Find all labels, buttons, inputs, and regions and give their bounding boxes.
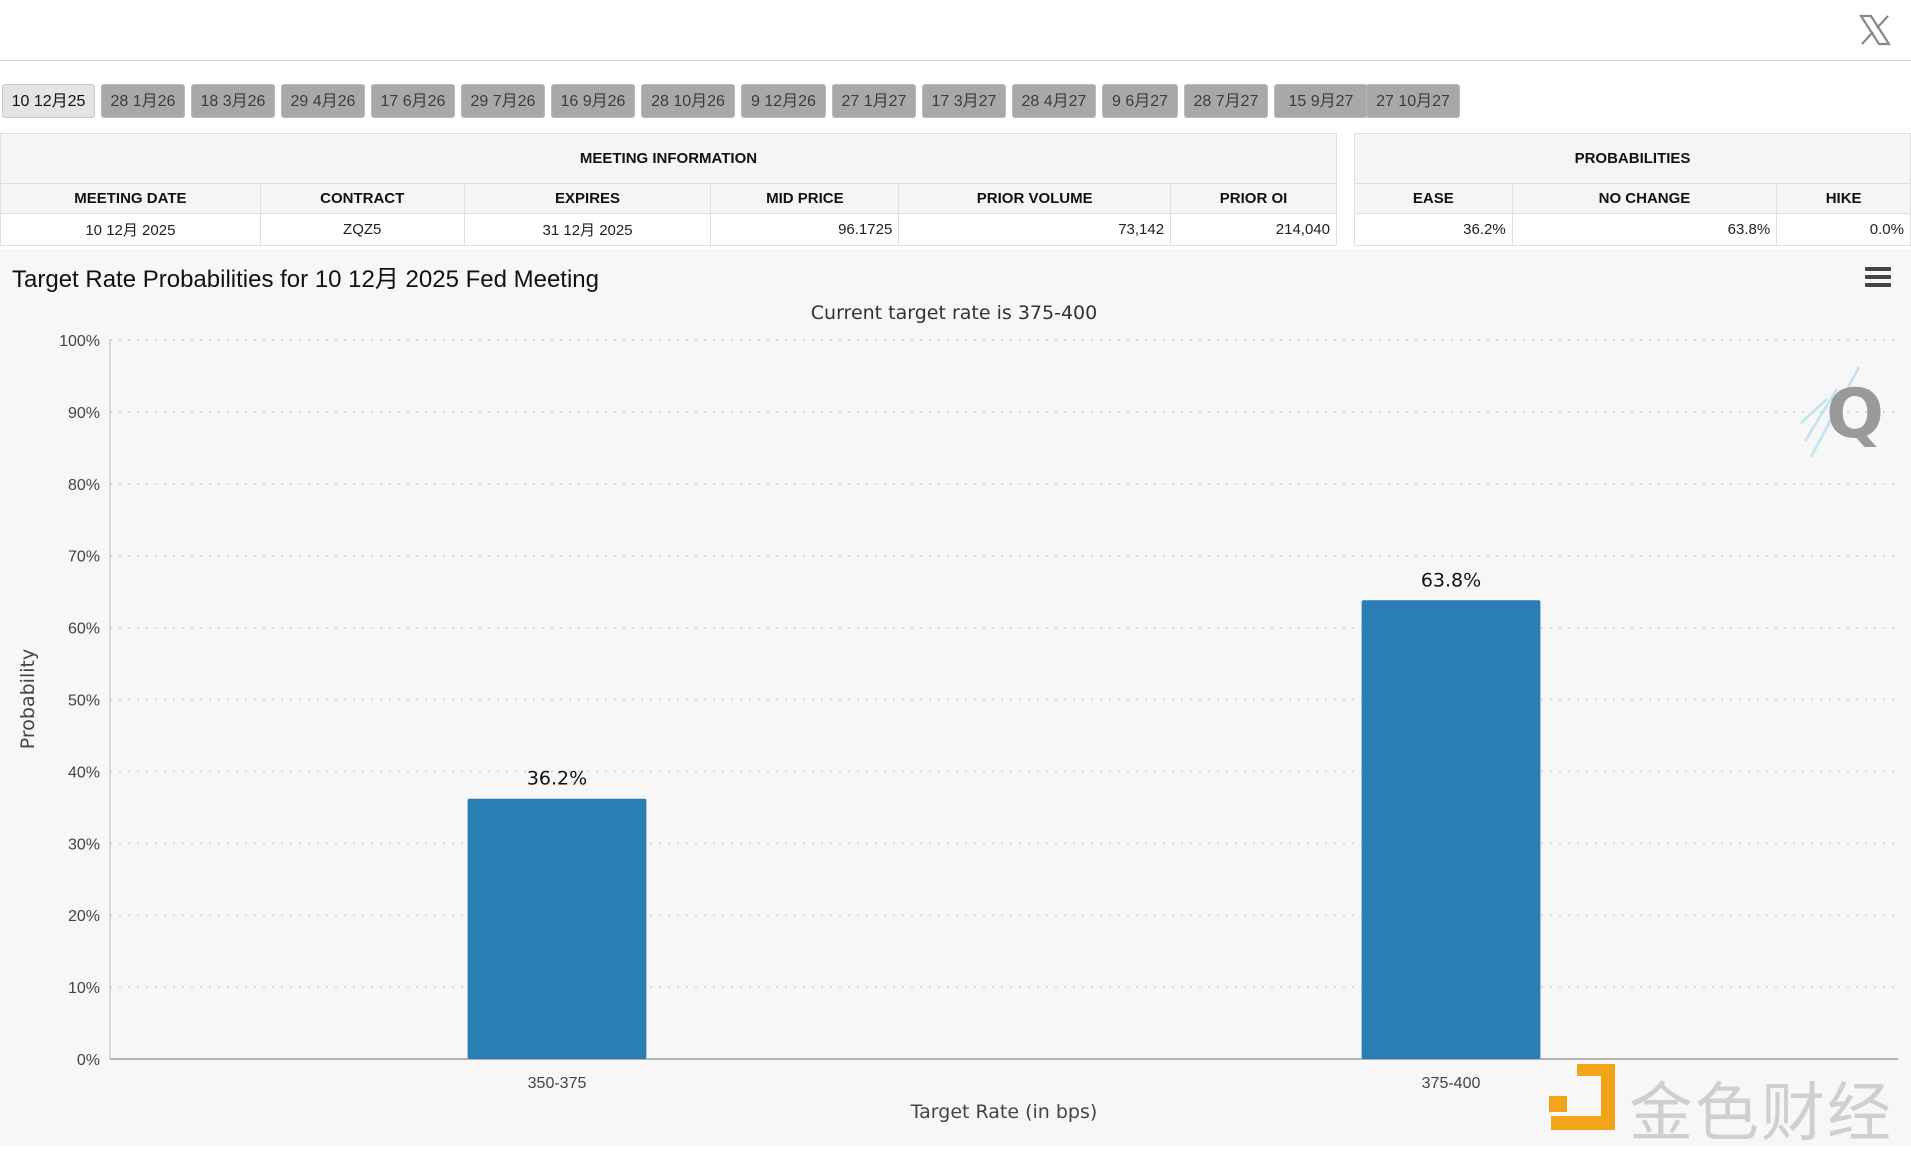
hamburger-menu-icon[interactable] [1865, 267, 1891, 289]
tab-meeting-date[interactable]: 29 7月26 [461, 84, 545, 118]
contract-cell: ZQZ5 [259, 213, 465, 246]
y-tick-label: 30% [68, 836, 100, 853]
table-row: 10 12月 2025 ZQZ5 31 12月 2025 96.1725 73,… [0, 213, 1337, 246]
expires-cell: 31 12月 2025 [463, 213, 712, 246]
y-tick-label: 100% [59, 333, 100, 350]
ease-cell: 36.2% [1354, 213, 1513, 246]
bar-350-375 [467, 798, 647, 1059]
y-tick-label: 40% [68, 764, 100, 781]
tab-meeting-date[interactable]: 29 4月26 [281, 84, 365, 118]
chart-panel: Current target rate is 375-400 0% 10% 20% 30… [0, 249, 1911, 1151]
column-header: MEETING DATE [0, 183, 261, 214]
tab-meeting-date[interactable]: 9 12月26 [741, 84, 826, 118]
data-label: 36.2% [527, 768, 587, 790]
probabilities-table: PROBABILITIES EASE NO CHANGE HIKE 36.2% … [1354, 133, 1911, 246]
chart-title: Target Rate Probabilities for 10 12月 202… [12, 266, 600, 293]
tab-meeting-date[interactable]: 17 3月27 [922, 84, 1006, 118]
column-header: PRIOR OI [1170, 183, 1337, 214]
y-tick-label: 0% [77, 1052, 100, 1069]
data-label: 63.8% [1421, 569, 1481, 591]
probability-bar-chart: Current target rate is 375-400 0% 10% 20% 30… [17, 302, 1898, 1123]
x-tick-label: 350-375 [528, 1075, 587, 1092]
hike-cell: 0.0% [1776, 213, 1911, 246]
y-axis-title: Probability [17, 649, 39, 749]
meeting-information-table: MEETING INFORMATION MEETING DATE CONTRAC… [0, 133, 1337, 246]
tab-meeting-date[interactable]: 9 6月27 [1102, 84, 1178, 118]
y-tick-label: 90% [68, 405, 100, 422]
mid-price-cell: 96.1725 [710, 213, 900, 246]
column-header: HIKE [1776, 183, 1911, 214]
column-header: CONTRACT [259, 183, 465, 214]
chart-subtitle: Current target rate is 375-400 [811, 302, 1097, 324]
y-tick-label: 60% [68, 621, 100, 638]
brand-logo-icon [1549, 1064, 1615, 1130]
no-change-cell: 63.8% [1511, 213, 1778, 246]
tab-meeting-date[interactable]: 27 1月27 [832, 84, 916, 118]
column-header: PRIOR VOLUME [898, 183, 1172, 214]
meeting-date-cell: 10 12月 2025 [0, 213, 261, 246]
top-bar [0, 0, 1911, 61]
table-row: 36.2% 63.8% 0.0% [1354, 213, 1911, 246]
column-header: EASE [1354, 183, 1513, 214]
tab-meeting-date[interactable]: 28 10月26 [641, 84, 735, 118]
column-header: EXPIRES [463, 183, 712, 214]
y-tick-label: 10% [68, 980, 100, 997]
column-header: MID PRICE [710, 183, 900, 214]
x-tick-label: 375-400 [1422, 1075, 1481, 1092]
tab-meeting-date[interactable]: 28 1月26 [101, 84, 185, 118]
y-tick-label: 20% [68, 908, 100, 925]
y-tick-label: 70% [68, 549, 100, 566]
tab-meeting-date[interactable]: 28 4月27 [1012, 84, 1096, 118]
x-axis-title: Target Rate (in bps) [910, 1101, 1098, 1123]
q-watermark-letter: Q [1826, 375, 1884, 454]
column-header: NO CHANGE [1511, 183, 1778, 214]
tab-meeting-date[interactable]: 27 10月27 [1366, 84, 1460, 118]
x-logo-icon[interactable] [1857, 12, 1893, 48]
tab-meeting-date[interactable]: 17 6月26 [371, 84, 455, 118]
tab-meeting-date[interactable]: 28 7月27 [1184, 84, 1268, 118]
y-tick-label: 80% [68, 477, 100, 494]
brand-watermark: 金色财经 [1549, 1058, 1899, 1151]
meeting-information-heading: MEETING INFORMATION [0, 133, 1337, 184]
prior-oi-cell: 214,040 [1170, 213, 1337, 246]
tab-meeting-date[interactable]: 18 3月26 [191, 84, 275, 118]
brand-name: 金色财经 [1629, 1077, 1893, 1151]
bar-375-400 [1361, 600, 1541, 1059]
y-tick-label: 50% [68, 693, 100, 710]
q-watermark-icon: Q [1800, 366, 1884, 458]
tab-meeting-date[interactable]: 10 12月25 [2, 84, 95, 118]
probabilities-heading: PROBABILITIES [1354, 133, 1911, 184]
prior-volume-cell: 73,142 [898, 213, 1172, 246]
tab-meeting-date[interactable]: 15 9月27 [1274, 84, 1368, 118]
tab-meeting-date[interactable]: 16 9月26 [551, 84, 635, 118]
